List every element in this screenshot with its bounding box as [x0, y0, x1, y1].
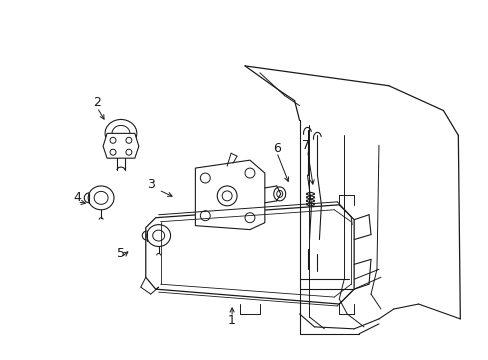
Text: 6: 6 — [272, 142, 280, 155]
Text: 1: 1 — [228, 314, 236, 327]
Text: 3: 3 — [146, 179, 154, 192]
Text: 4: 4 — [73, 192, 81, 204]
Polygon shape — [103, 133, 139, 158]
Text: 5: 5 — [117, 247, 125, 260]
Polygon shape — [195, 160, 264, 230]
Text: 2: 2 — [93, 96, 101, 109]
Text: 7: 7 — [301, 139, 309, 152]
Polygon shape — [145, 205, 353, 304]
